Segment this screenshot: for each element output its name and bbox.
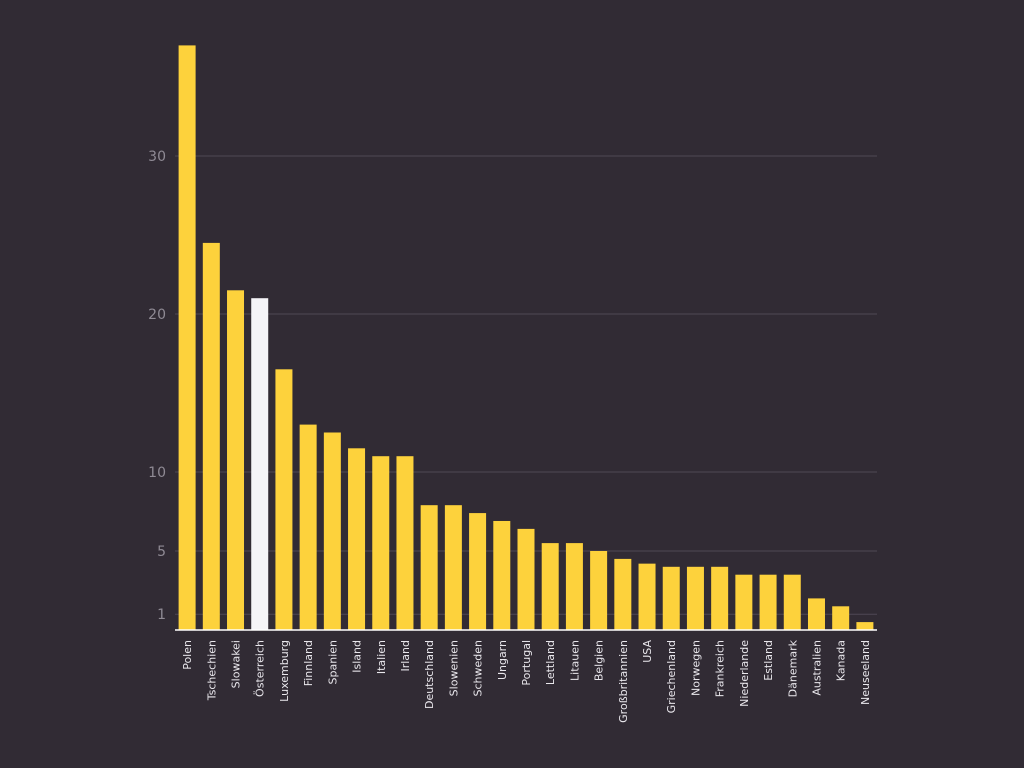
bar-schweden: [469, 513, 487, 630]
x-tick-label: Luxemburg: [278, 640, 291, 702]
x-tick-label: Frankreich: [714, 640, 727, 697]
x-tick-label: Portugal: [520, 640, 533, 686]
bar-niederlande: [735, 574, 753, 630]
x-tick-label: Dänemark: [786, 639, 799, 697]
bar-deutschland: [420, 505, 438, 630]
x-tick-label: Niederlande: [738, 640, 751, 707]
x-tick-label: Norwegen: [689, 640, 702, 696]
bar-kanada: [832, 606, 850, 630]
bar-island: [348, 448, 366, 630]
bar-großbritannien: [614, 558, 632, 630]
x-tick-label: Australien: [810, 640, 823, 696]
bar-irland: [396, 456, 414, 630]
x-tick-label: USA: [641, 640, 654, 663]
x-tick-label: Schweden: [472, 640, 485, 697]
bar-griechenland: [662, 566, 680, 630]
bar-österreich: [251, 298, 269, 630]
x-tick-label: Island: [351, 640, 364, 673]
x-tick-label: Italien: [375, 640, 388, 674]
x-tick-label: Belgien: [593, 640, 606, 681]
x-tick-label: Österreich: [254, 640, 267, 697]
bar-spanien: [323, 432, 341, 630]
y-tick-label: 5: [157, 544, 166, 560]
bar-frankreich: [711, 566, 729, 630]
bar-polen: [178, 45, 196, 630]
x-tick-label: Lettland: [544, 640, 557, 685]
bar-slowakei: [227, 290, 245, 630]
y-tick-label: 10: [148, 465, 166, 481]
x-tick-label: Finnland: [302, 640, 315, 686]
y-tick-label: 1: [157, 607, 166, 623]
bar-luxemburg: [275, 369, 293, 630]
x-tick-label: Deutschland: [423, 640, 436, 709]
bar-italien: [372, 456, 390, 630]
x-tick-label: Spanien: [326, 640, 339, 685]
x-tick-label: Kanada: [835, 640, 848, 681]
bar-slowenien: [444, 505, 462, 630]
bars: [178, 45, 874, 630]
y-tick-label: 30: [148, 149, 166, 165]
x-tick-label: Großbritannien: [617, 640, 630, 723]
bar-neuseeland: [856, 622, 874, 630]
bar-lettland: [541, 543, 559, 630]
bar-dänemark: [783, 574, 801, 630]
x-tick-label: Litauen: [568, 640, 581, 681]
x-tick-label: Slowakei: [230, 640, 243, 688]
y-tick-label: 20: [148, 307, 166, 323]
x-tick-label: Slowenien: [447, 640, 460, 696]
bar-litauen: [565, 543, 583, 630]
bar-estland: [759, 574, 777, 630]
x-axis-labels: Polen Tschechien Slowakei Österreich Luxembu…: [181, 639, 872, 722]
bar-finnland: [299, 424, 317, 630]
x-tick-label: Irland: [399, 640, 412, 672]
bar-ungarn: [493, 520, 511, 630]
bar-australien: [807, 598, 825, 630]
bar-usa: [638, 563, 656, 630]
x-tick-label: Neuseeland: [859, 640, 872, 705]
x-tick-label: Ungarn: [496, 640, 509, 680]
x-tick-label: Estland: [762, 640, 775, 681]
x-tick-label: Polen: [181, 640, 194, 670]
bar-portugal: [517, 528, 535, 630]
x-tick-label: Tschechien: [205, 640, 218, 701]
bar-norwegen: [686, 566, 704, 630]
bar-belgien: [590, 551, 608, 630]
y-axis-ticks: 1 5 10 20 30: [148, 149, 166, 623]
bar-tschechien: [202, 242, 220, 630]
x-tick-label: Griechenland: [665, 640, 678, 713]
